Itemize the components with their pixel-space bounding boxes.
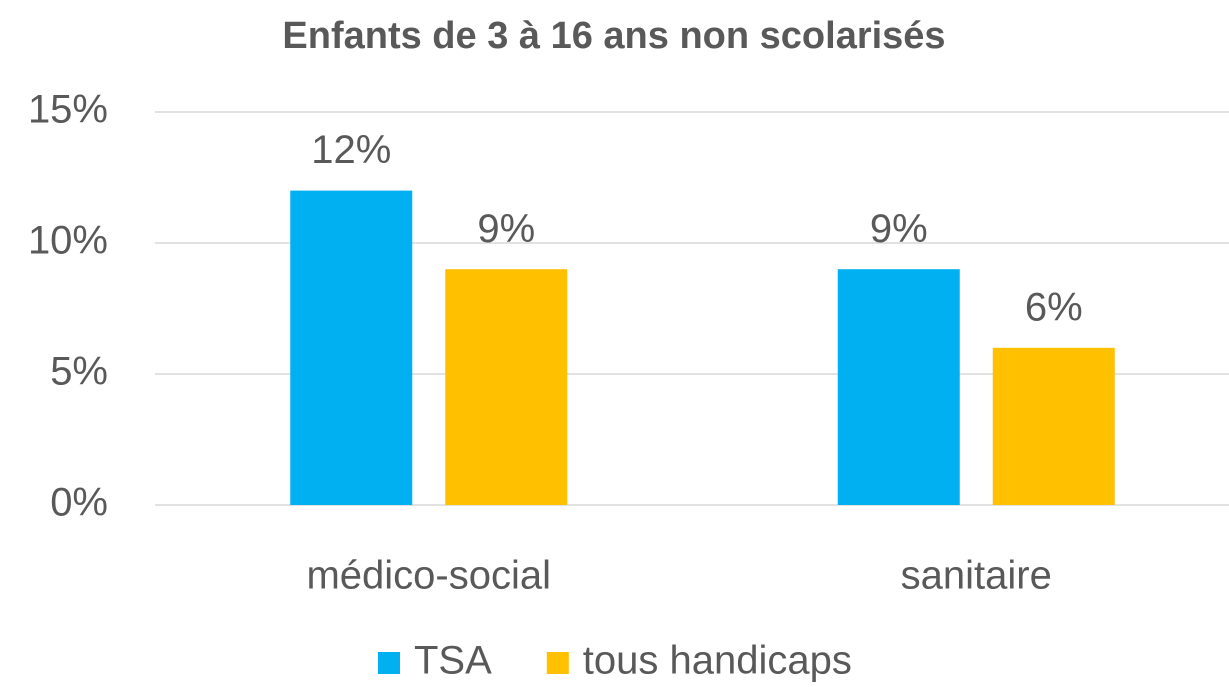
y-tick-label: 10% [28,219,108,263]
data-label: 6% [1025,285,1083,329]
legend-label: TSA [414,639,492,683]
legend-label: tous handicaps [583,639,852,683]
bar [992,347,1115,505]
legend-swatch [378,652,400,674]
bar [290,190,413,505]
x-tick-label: médico-social [306,554,551,598]
data-label: 12% [311,128,391,172]
bar [837,269,960,505]
y-tick-label: 5% [50,350,108,394]
y-tick-label: 0% [50,481,108,525]
bar [445,269,568,505]
legend-swatch [546,652,569,674]
data-label: 9% [870,207,928,251]
x-tick-label: sanitaire [901,554,1052,598]
data-label: 9% [477,207,535,251]
y-tick-label: 15% [28,88,108,132]
chart-title: Enfants de 3 à 16 ans non scolarisés [282,15,945,57]
